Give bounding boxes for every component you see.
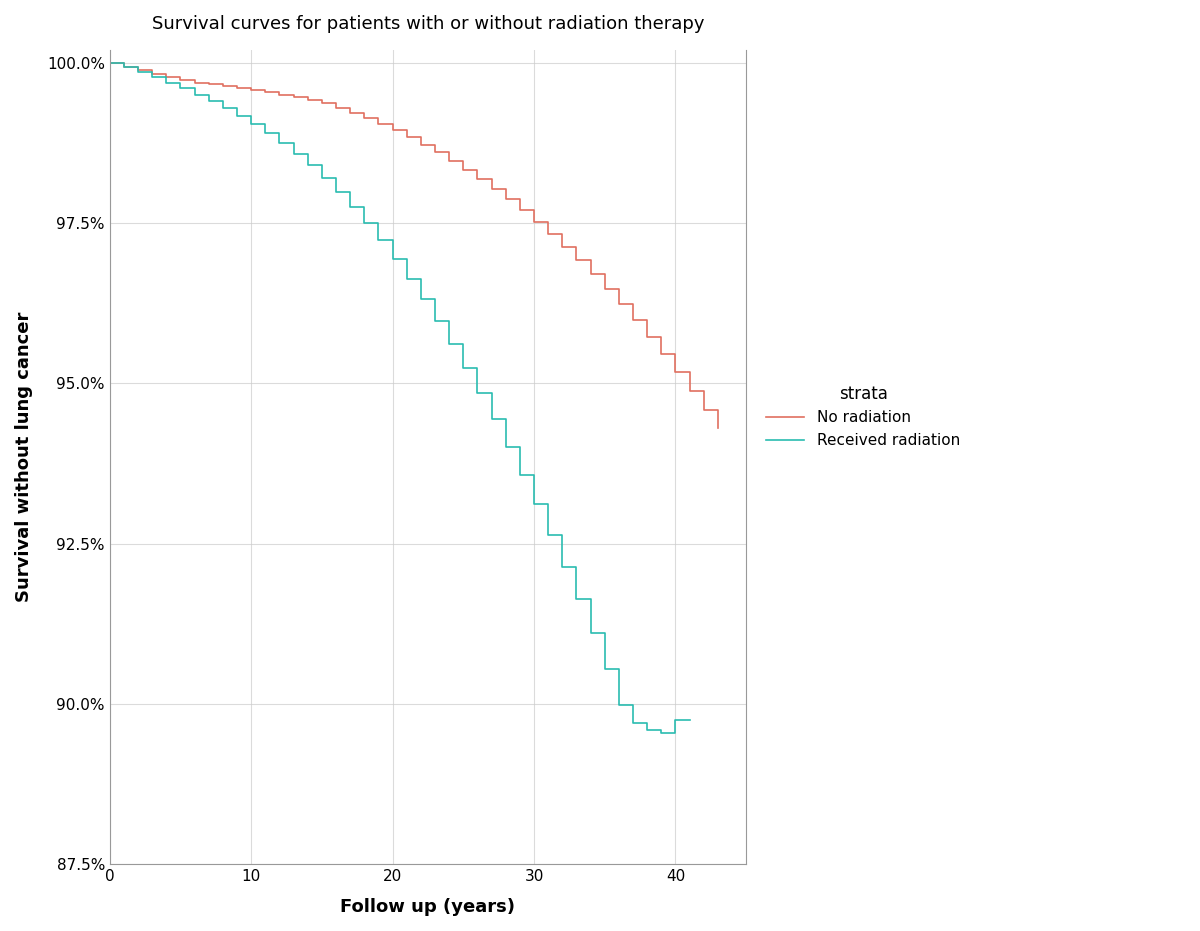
No radiation xyxy=(314,98,329,109)
No radiation xyxy=(216,81,230,92)
Received radiation xyxy=(300,160,314,171)
No radiation xyxy=(116,61,131,73)
No radiation xyxy=(173,74,187,86)
Received radiation xyxy=(668,714,683,725)
Received radiation xyxy=(456,362,470,373)
Line: No radiation: No radiation xyxy=(109,62,718,428)
No radiation xyxy=(160,71,174,82)
No radiation xyxy=(683,385,697,397)
Received radiation xyxy=(654,727,668,738)
Title: Survival curves for patients with or without radiation therapy: Survival curves for patients with or wit… xyxy=(151,15,704,33)
No radiation xyxy=(287,91,301,102)
Received radiation xyxy=(116,61,131,73)
Received radiation xyxy=(527,499,541,510)
Received radiation xyxy=(202,96,216,107)
Received radiation xyxy=(187,89,202,101)
Y-axis label: Survival without lung cancer: Survival without lung cancer xyxy=(16,312,34,602)
Received radiation xyxy=(400,273,414,284)
No radiation xyxy=(696,405,710,416)
Received radiation xyxy=(414,293,428,304)
No radiation xyxy=(400,131,414,142)
No radiation xyxy=(329,102,343,114)
No radiation xyxy=(428,147,443,158)
No radiation xyxy=(498,194,512,205)
Received radiation xyxy=(683,714,697,725)
No radiation xyxy=(512,205,527,216)
No radiation xyxy=(541,228,556,239)
Received radiation xyxy=(258,128,272,139)
Received radiation xyxy=(343,201,358,212)
No radiation xyxy=(710,423,725,434)
Received radiation xyxy=(160,77,174,88)
No radiation xyxy=(583,269,598,280)
Received radiation xyxy=(358,218,372,229)
No radiation xyxy=(414,139,428,150)
X-axis label: Follow up (years): Follow up (years) xyxy=(341,898,516,916)
No radiation xyxy=(668,367,683,378)
No radiation xyxy=(187,77,202,88)
Received radiation xyxy=(329,186,343,197)
Received radiation xyxy=(541,530,556,541)
Received radiation xyxy=(442,339,456,350)
Received radiation xyxy=(230,110,245,121)
Received radiation xyxy=(314,172,329,183)
No radiation xyxy=(485,183,499,195)
No radiation xyxy=(230,83,245,94)
No radiation xyxy=(442,155,456,167)
No radiation xyxy=(244,85,258,96)
Received radiation xyxy=(385,253,400,264)
Received radiation xyxy=(131,67,145,78)
No radiation xyxy=(145,68,160,79)
No radiation xyxy=(612,299,626,310)
No radiation xyxy=(358,113,372,124)
No radiation xyxy=(272,89,287,101)
Received radiation xyxy=(598,663,612,674)
Received radiation xyxy=(498,441,512,452)
No radiation xyxy=(640,331,654,343)
No radiation xyxy=(258,87,272,98)
Received radiation xyxy=(569,594,583,605)
Received radiation xyxy=(173,83,187,94)
Received radiation xyxy=(287,148,301,159)
Received radiation xyxy=(583,627,598,639)
No radiation xyxy=(385,125,400,136)
No radiation xyxy=(131,65,145,76)
Received radiation xyxy=(102,57,116,68)
Received radiation xyxy=(470,387,485,398)
Received radiation xyxy=(512,469,527,480)
Received radiation xyxy=(145,72,160,83)
No radiation xyxy=(527,216,541,227)
Received radiation xyxy=(640,724,654,735)
No radiation xyxy=(300,94,314,105)
Received radiation xyxy=(272,137,287,148)
Line: Received radiation: Received radiation xyxy=(109,62,690,733)
No radiation xyxy=(371,118,385,129)
No radiation xyxy=(569,254,583,265)
No radiation xyxy=(598,283,612,294)
Received radiation xyxy=(216,102,230,114)
No radiation xyxy=(202,79,216,90)
No radiation xyxy=(456,164,470,175)
No radiation xyxy=(102,57,116,68)
Legend: No radiation, Received radiation: No radiation, Received radiation xyxy=(760,379,966,454)
No radiation xyxy=(626,315,641,326)
Received radiation xyxy=(556,561,570,573)
Received radiation xyxy=(371,235,385,246)
Received radiation xyxy=(428,316,443,327)
No radiation xyxy=(654,349,668,360)
Received radiation xyxy=(626,718,641,729)
No radiation xyxy=(556,241,570,252)
Received radiation xyxy=(485,413,499,425)
No radiation xyxy=(343,107,358,118)
Received radiation xyxy=(244,118,258,129)
No radiation xyxy=(470,174,485,185)
Received radiation xyxy=(612,699,626,710)
